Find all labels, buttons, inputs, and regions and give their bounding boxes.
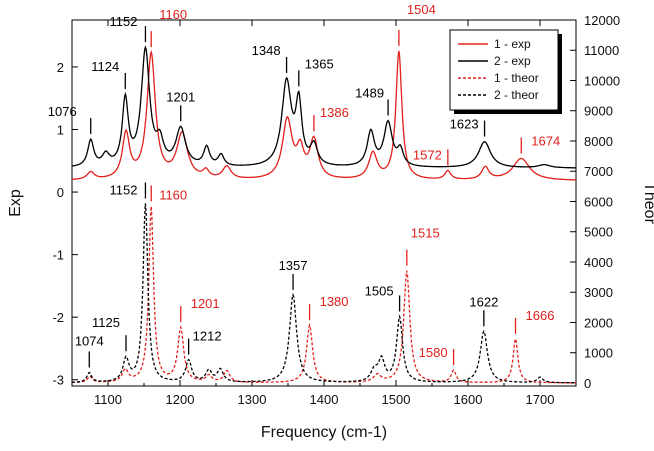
y-right-tick-label: 1000 (584, 346, 613, 361)
x-tick-label: 1500 (382, 392, 411, 407)
peak-label: 1076 (48, 104, 77, 119)
y-right-tick-label: 7000 (584, 164, 613, 179)
series-line-2-exp (71, 45, 576, 169)
y-right-tick-label: 12000 (584, 13, 620, 28)
series-line-1-theor (72, 206, 576, 384)
y-right-tick-label: 8000 (584, 134, 613, 149)
peak-label: 1357 (279, 258, 308, 273)
series-line-1-exp (72, 49, 576, 181)
peak-label: 1160 (159, 7, 187, 22)
peak-label: 1666 (526, 308, 555, 323)
peak-label: 1365 (305, 56, 334, 71)
peak-label: 1515 (411, 226, 440, 241)
peak-label: 1380 (320, 294, 349, 309)
peak-label: 1623 (450, 117, 479, 132)
peak-label: 1125 (92, 315, 120, 330)
peak-label: 1505 (365, 283, 394, 298)
y-left-tick-label: -2 (52, 310, 64, 325)
peak-label: 1504 (407, 2, 436, 17)
y-right-tick-label: 10000 (584, 73, 620, 88)
x-tick-label: 1400 (310, 392, 339, 407)
peak-label: 1201 (166, 89, 195, 104)
y-axis-right-title: Theor (641, 182, 654, 224)
peak-label: 1201 (191, 296, 220, 311)
peak-label: 1674 (531, 133, 560, 148)
y-right-tick-label: 11000 (584, 43, 619, 58)
legend-label: 1 - exp (494, 37, 531, 51)
y-left-tick-label: -1 (52, 248, 64, 263)
peak-label: 1160 (159, 187, 187, 202)
y-right-tick-label: 4000 (584, 255, 613, 270)
peak-label: 1580 (419, 345, 448, 360)
x-tick-label: 1700 (526, 392, 555, 407)
peak-label: 1622 (469, 294, 498, 309)
y-right-tick-label: 2000 (584, 315, 613, 330)
legend-label: 2 - exp (494, 54, 531, 68)
peak-label: 1348 (252, 43, 281, 58)
peak-label: 1489 (355, 86, 384, 101)
x-tick-label: 1100 (94, 392, 122, 407)
peak-annotations: 1076 1124 1152 1160 1201 1348 1365 1386 1489 1504… (48, 2, 560, 368)
series-group (71, 45, 576, 384)
peak-label: 1212 (193, 329, 222, 344)
y-left-tick-label: 2 (57, 60, 64, 75)
y-axis-left-title: Exp (7, 189, 24, 217)
peak-label: 1074 (75, 334, 104, 349)
peak-label: 1124 (91, 59, 119, 74)
legend: 1 - exp 2 - exp 1 - theor 2 - theor (449, 29, 562, 114)
y-left-tick-label: 0 (57, 185, 64, 200)
y-right-tick-label: 5000 (584, 225, 613, 240)
y-right-tick-label: 3000 (584, 285, 613, 300)
y-left-tick-label: 1 (57, 122, 64, 137)
x-tick-label: 1600 (454, 392, 483, 407)
y-right-tick-label: 6000 (584, 194, 613, 209)
y-right-tick-label: 0 (584, 376, 591, 391)
x-tick-label: 1200 (166, 392, 195, 407)
y-left-tick-label: -3 (52, 373, 64, 388)
peak-label: 1386 (320, 105, 349, 120)
x-tick-label: 1300 (238, 392, 267, 407)
x-axis-title: Frequency (cm-1) (261, 424, 387, 441)
peak-label: 1152 (109, 14, 137, 29)
peak-label: 1152 (109, 182, 137, 197)
peak-label: 1572 (413, 147, 442, 162)
legend-label: 2 - theor (494, 88, 539, 102)
y-right-tick-label: 9000 (584, 104, 613, 119)
series-line-2-theor (71, 203, 576, 384)
legend-label: 1 - theor (494, 71, 539, 85)
axes: 1100 1200 1300 1400 1500 1600 1700-3-2-1012010… (52, 13, 620, 407)
